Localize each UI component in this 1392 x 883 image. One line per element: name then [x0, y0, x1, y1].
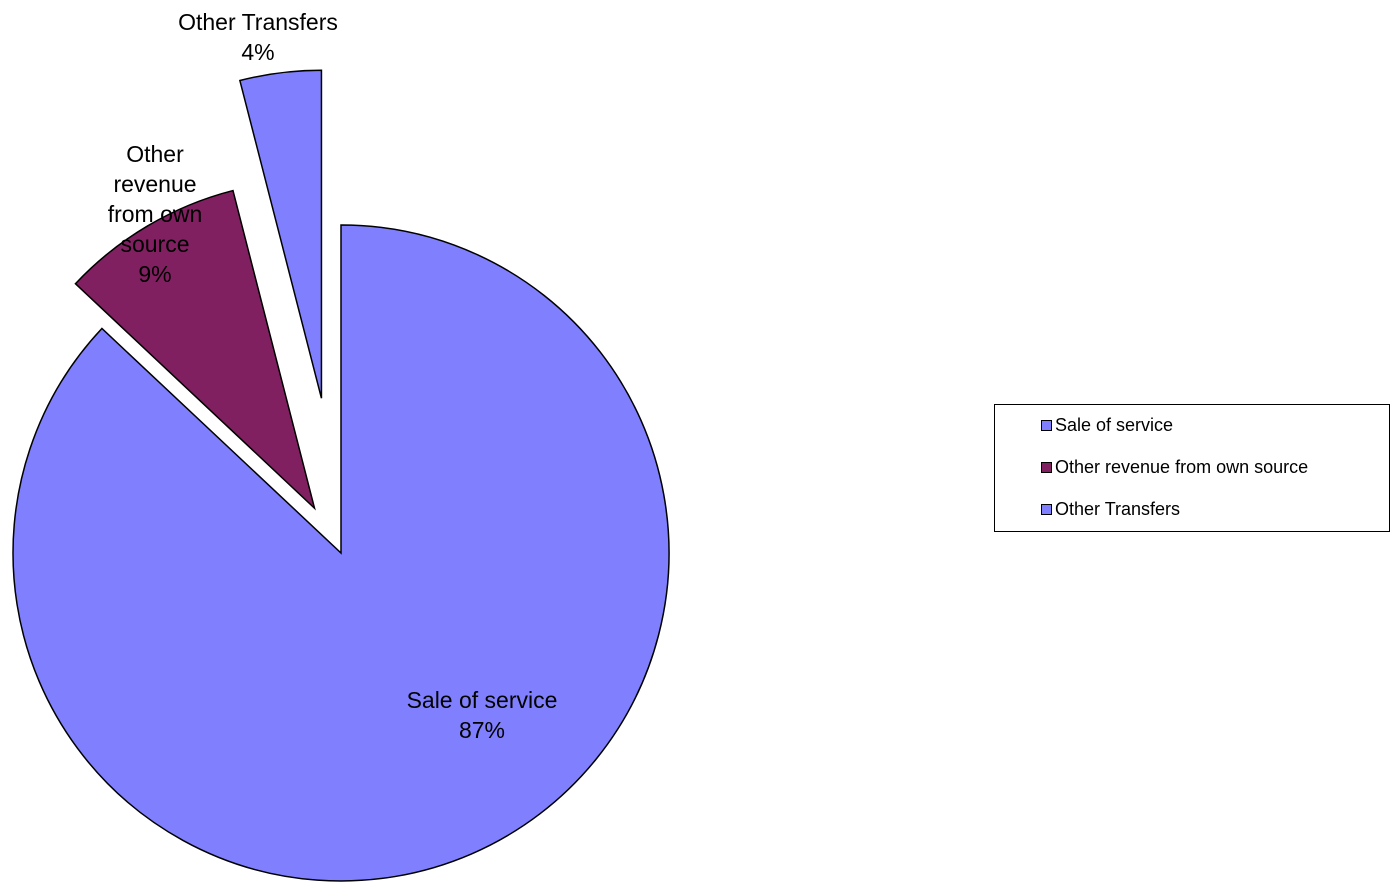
slice-label-line: 87% — [459, 717, 505, 743]
legend-swatch-other-revenue — [1041, 462, 1052, 473]
slice-label-line: 4% — [241, 39, 274, 65]
slice-label-line: Sale of service — [407, 687, 558, 713]
slice-label-other-revenue: Other revenue from own source 9% — [108, 141, 203, 287]
pie-slice-labels: Sale of service 87% Other revenue from own so… — [108, 9, 558, 743]
chart-legend: Sale of service Other revenue from own s… — [994, 404, 1390, 532]
slice-label-line: Other — [126, 141, 184, 167]
legend-item-sale-of-service: Sale of service — [1041, 415, 1389, 436]
pie-slice-other-revenue — [74, 189, 316, 511]
slice-label-line: source — [120, 231, 189, 257]
legend-item-other-revenue: Other revenue from own source — [1041, 457, 1389, 478]
legend-label-other-revenue: Other revenue from own source — [1055, 457, 1309, 477]
slice-label-line: revenue — [113, 171, 196, 197]
legend-label-sale-of-service: Sale of service — [1055, 415, 1174, 435]
slice-label-sale-of-service: Sale of service 87% — [407, 687, 558, 743]
slice-label-line: 9% — [138, 261, 171, 287]
pie-slice-sale-of-service — [12, 224, 670, 882]
pie-slices — [12, 69, 670, 882]
slice-label-line: from own — [108, 201, 203, 227]
pie-slice-other-transfers — [238, 69, 323, 399]
legend-item-other-transfers: Other Transfers — [1041, 499, 1389, 520]
legend-swatch-other-transfers — [1041, 504, 1052, 515]
legend-label-other-transfers: Other Transfers — [1055, 499, 1181, 519]
slice-label-line: Other Transfers — [178, 9, 338, 35]
legend-swatch-sale-of-service — [1041, 420, 1052, 431]
slice-label-other-transfers: Other Transfers 4% — [178, 9, 338, 65]
